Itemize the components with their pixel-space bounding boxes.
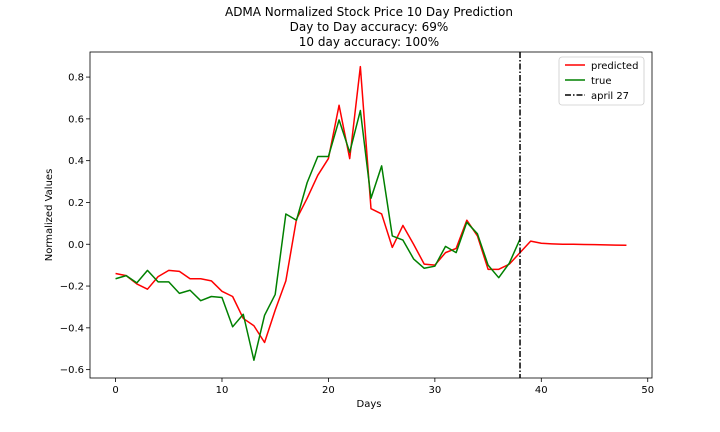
chart-title: ADMA Normalized Stock Price 10 Day Predi… — [225, 5, 513, 19]
x-tick-label: 50 — [641, 385, 654, 396]
legend-label-predicted: predicted — [591, 61, 638, 72]
y-tick-label: 0.6 — [68, 114, 84, 125]
series-line-predicted — [115, 65, 627, 344]
x-tick-label: 30 — [428, 385, 441, 396]
legend-box — [558, 56, 645, 106]
legend: predicted true april 27 — [558, 56, 645, 106]
y-tick-label: 0.0 — [68, 240, 84, 251]
x-tick-label: 0 — [112, 385, 118, 396]
chart-subtitle-line-2: 10 day accuracy: 100% — [299, 35, 439, 49]
plot-area — [89, 51, 653, 379]
series-layer — [115, 65, 627, 361]
x-tick-label: 20 — [322, 385, 335, 396]
y-tick-label: 0.4 — [68, 156, 84, 167]
x-tick-label: 40 — [535, 385, 548, 396]
y-tick-label: −0.4 — [60, 323, 84, 334]
chart-subtitle-line-1: Day to Day accuracy: 69% — [290, 20, 449, 34]
axes-frame — [89, 51, 653, 379]
y-tick-label: 0.2 — [68, 198, 84, 209]
legend-label-april-27: april 27 — [591, 91, 629, 102]
y-tick-label: −0.2 — [60, 282, 84, 293]
legend-label-true: true — [591, 76, 612, 87]
x-axis-label: Days — [357, 399, 382, 410]
y-axis-label: Normalized Values — [44, 169, 55, 262]
y-tick-label: 0.8 — [68, 73, 84, 84]
y-tick-label: −0.6 — [60, 365, 84, 376]
series-line-true — [115, 109, 521, 361]
ticks-layer: 0 10 20 30 40 50 −0.6 −0.4 −0.2 0.0 0.2 0.4 0.6 0.8 — [60, 73, 654, 396]
x-tick-label: 10 — [216, 385, 229, 396]
